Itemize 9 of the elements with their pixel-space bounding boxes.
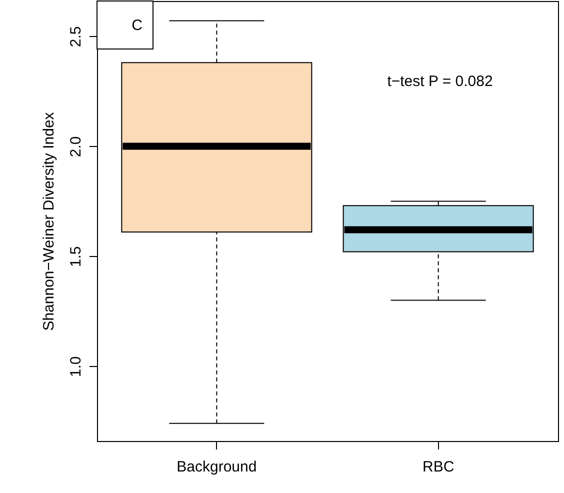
x-tick-label: Background <box>176 458 257 476</box>
y-axis-title: Shannon−Weiner Diversity Index <box>40 112 58 331</box>
y-tick-label: 1.0 <box>68 356 84 378</box>
x-tick-label: RBC <box>422 458 454 476</box>
annotation: t−test P = 0.082 <box>387 73 493 90</box>
annotation: C <box>132 17 143 34</box>
y-tick-label: 1.5 <box>68 246 84 268</box>
y-tick-label: 2.0 <box>68 136 84 158</box>
y-tick-label: 2.5 <box>68 26 84 48</box>
